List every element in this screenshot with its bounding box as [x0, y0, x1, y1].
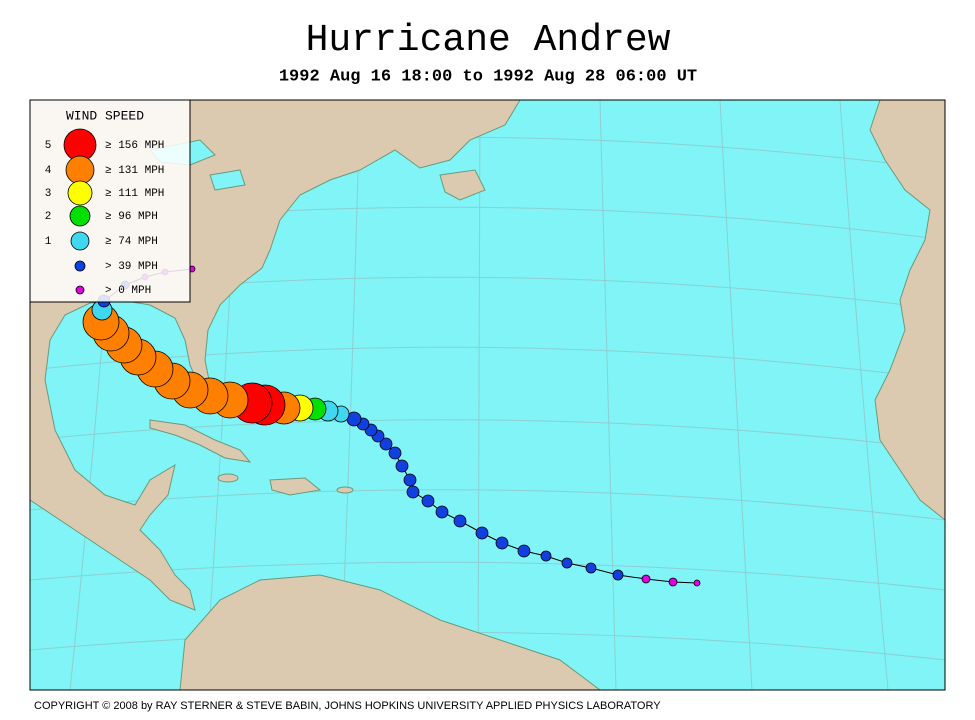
track-point [421, 494, 435, 508]
track-point [693, 579, 701, 587]
legend-category: 3 [45, 188, 52, 200]
track-point [641, 574, 651, 584]
track-point [612, 569, 624, 581]
legend-category: 5 [45, 140, 52, 152]
track-point [475, 526, 489, 540]
legend: WIND SPEED 5 ≥ 156 MPH 4 ≥ 131 MPH 3 ≥ 111 MP… [29, 99, 191, 303]
track-point [395, 459, 409, 473]
track-point [517, 544, 531, 558]
track [82, 265, 701, 587]
track-point [379, 437, 393, 451]
legend-category: 1 [45, 236, 52, 248]
legend-label: > 39 MPH [105, 261, 158, 273]
track-point [585, 562, 597, 574]
legend-label: ≥ 74 MPH [105, 236, 158, 248]
legend-label: ≥ 111 MPH [105, 188, 164, 200]
legend-title: WIND SPEED [66, 108, 144, 123]
map-frame [29, 99, 946, 691]
track-point [403, 473, 417, 487]
legend-label: ≥ 131 MPH [105, 165, 164, 177]
legend-box [29, 99, 191, 303]
legend-symbol [67, 180, 93, 206]
track-point [435, 505, 449, 519]
subtitle: 1992 Aug 16 18:00 to 1992 Aug 28 06:00 U… [279, 67, 697, 86]
legend-symbol [70, 231, 90, 251]
copyright: COPYRIGHT © 2008 by RAY STERNER & STEVE … [34, 700, 661, 712]
legend-category: 4 [45, 165, 52, 177]
legend-symbol [69, 205, 91, 227]
track-point [540, 550, 552, 562]
legend-label: ≥ 96 MPH [105, 211, 158, 223]
track-point [561, 557, 573, 569]
legend-symbol [75, 285, 85, 295]
legend-symbol [74, 260, 86, 272]
track-point [495, 536, 509, 550]
legend-label: ≥ 156 MPH [105, 140, 164, 152]
track-point [668, 577, 678, 587]
legend-symbol [65, 155, 95, 185]
legend-category: 2 [45, 211, 52, 223]
track-point [388, 446, 402, 460]
legend-label: > 0 MPH [105, 285, 151, 297]
track-point [453, 514, 467, 528]
title: Hurricane Andrew [306, 19, 671, 62]
track-point [406, 485, 420, 499]
